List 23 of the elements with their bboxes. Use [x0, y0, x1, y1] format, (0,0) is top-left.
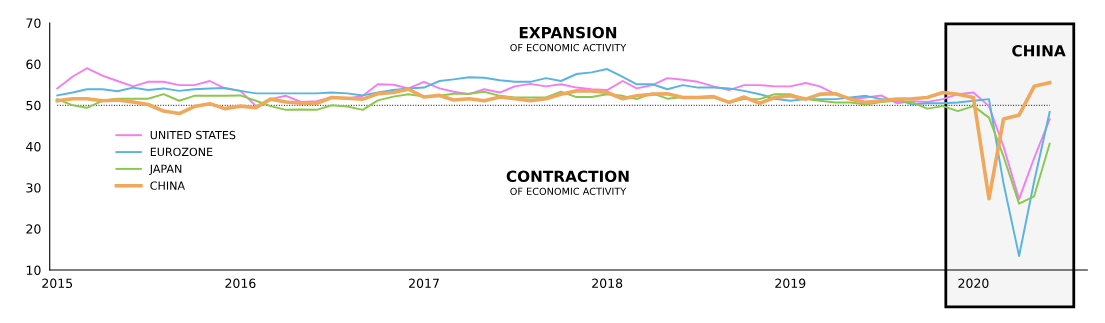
y-tick-label: 10 — [26, 265, 41, 275]
y-tick-label: 50 — [26, 100, 41, 111]
x-tick-label: 2019 — [775, 278, 806, 289]
y-tick-label: 60 — [26, 59, 41, 70]
x-tick-label: 2018 — [592, 278, 623, 289]
x-tick-label: 2017 — [409, 278, 439, 289]
y-tick-label: 40 — [26, 141, 41, 152]
legend-label: UNITED STATES — [150, 130, 236, 140]
x-tick-label: 2015 — [42, 278, 73, 289]
legend-label: EUROZONE — [150, 147, 213, 157]
legend-label: CHINA — [150, 181, 185, 190]
y-tick-label: 30 — [26, 183, 41, 193]
annotation: OF ECONOMIC ACTIVITY — [510, 187, 627, 196]
annotation: OF ECONOMIC ACTIVITY — [510, 43, 627, 52]
annotation: CONTRACTION — [506, 170, 629, 183]
x-tick-label: 2016 — [225, 278, 256, 289]
x-tick-label: 2020 — [958, 278, 989, 289]
line-series — [56, 68, 1051, 257]
y-tick-label: 20 — [26, 224, 41, 234]
y-tick-label: 70 — [26, 18, 41, 28]
legend-label: JAPAN — [149, 164, 182, 176]
annotation: EXPANSION — [519, 26, 617, 39]
annotation: CHINA — [1012, 44, 1066, 57]
